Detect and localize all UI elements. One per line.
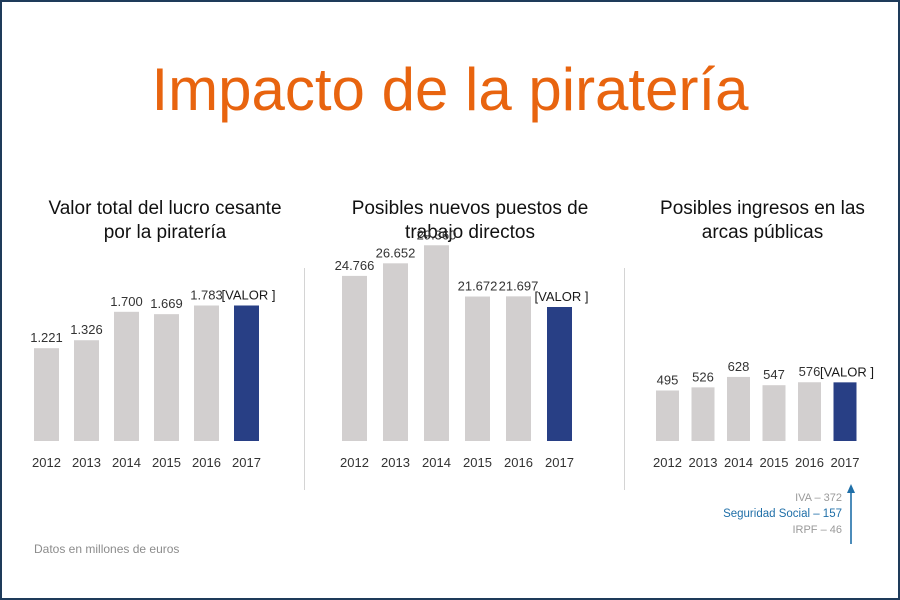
divider-left (304, 268, 305, 490)
chart-puestos-trabajo: 24.766 2012 26.652 2013 29.360 2014 21.672 2015… (335, 227, 589, 470)
tick-label-2014: 2014 (724, 455, 753, 470)
data-label-2017: [VALOR ] (222, 287, 276, 302)
tick-label-2017: 2017 (232, 455, 261, 470)
arrow-up-icon (847, 484, 855, 544)
tick-label-2015: 2015 (463, 455, 492, 470)
data-label-2017: [VALOR ] (535, 289, 589, 304)
bar-2014 (114, 311, 139, 441)
bar-2014 (424, 245, 449, 441)
data-label-2013: 26.652 (376, 245, 416, 260)
tick-label-2013: 2013 (381, 455, 410, 470)
bar-2016 (506, 296, 531, 441)
bar-2017 (833, 382, 857, 441)
tick-label-2016: 2016 (192, 455, 221, 470)
tick-label-2017: 2017 (545, 455, 574, 470)
bar-2015 (154, 314, 179, 441)
data-label-2017: [VALOR ] (820, 364, 874, 379)
chart-ingresos-publicos: 495 2012 526 2013 628 2014 547 2015 576 2016 [VALO… (653, 359, 874, 470)
chart-3-title: Posibles ingresos en las arcas públicas (660, 198, 865, 243)
page-title: Impacto de la piratería (151, 56, 749, 123)
footnote: Datos en millones de euros (34, 542, 180, 556)
data-label-2016: 576 (799, 364, 821, 379)
data-label-2015: 1.669 (150, 296, 183, 311)
data-label-2015: 547 (763, 367, 785, 382)
bar-2017 (234, 305, 259, 441)
chart-1-title: Valor total del lucro cesante por la pir… (48, 198, 282, 243)
data-label-2016: 21.697 (499, 278, 539, 293)
data-label-2015: 21.672 (458, 279, 498, 294)
chart-2-title: Posibles nuevos puestos de trabajo direc… (351, 198, 589, 243)
data-label-2012: 495 (657, 373, 679, 388)
bar-2013 (74, 340, 99, 441)
bar-2014 (727, 376, 750, 441)
data-label-2012: 1.221 (30, 330, 63, 345)
breakdown-seguridad-social: Seguridad Social – 157 (723, 508, 842, 520)
data-label-2013: 1.326 (70, 322, 103, 337)
tick-label-2014: 2014 (112, 455, 141, 470)
bar-2017 (547, 307, 572, 441)
data-label-2013: 526 (692, 369, 714, 384)
tick-label-2016: 2016 (795, 455, 824, 470)
bar-2013 (691, 387, 715, 441)
bar-2012 (342, 275, 367, 441)
tick-label-2012: 2012 (340, 455, 369, 470)
tick-label-2013: 2013 (72, 455, 101, 470)
breakdown-iva: IVA – 372 (795, 492, 842, 504)
bar-2012 (656, 390, 679, 441)
tick-label-2012: 2012 (32, 455, 61, 470)
chart-lucro-cesante: 1.221 2012 1.326 2013 1.700 2014 1.669 2015 1.78… (30, 287, 276, 470)
tick-label-2012: 2012 (653, 455, 682, 470)
bar-2015 (465, 296, 490, 441)
data-label-2014: 628 (728, 359, 750, 374)
data-label-2016: 1.783 (190, 287, 223, 302)
tick-label-2016: 2016 (504, 455, 533, 470)
bar-2016 (798, 382, 821, 441)
divider-right (624, 268, 625, 490)
data-label-2012: 24.766 (335, 258, 375, 273)
data-label-2014: 1.700 (110, 294, 143, 309)
bar-2013 (383, 263, 408, 441)
bar-2016 (194, 305, 219, 441)
tick-label-2015: 2015 (760, 455, 789, 470)
breakdown-irpf: IRPF – 46 (792, 524, 842, 536)
data-label-2014: 29.360 (417, 227, 457, 242)
bar-2015 (762, 385, 786, 441)
tick-label-2017: 2017 (831, 455, 860, 470)
tick-label-2015: 2015 (152, 455, 181, 470)
bar-2012 (34, 348, 59, 441)
tick-label-2013: 2013 (689, 455, 718, 470)
tick-label-2014: 2014 (422, 455, 451, 470)
